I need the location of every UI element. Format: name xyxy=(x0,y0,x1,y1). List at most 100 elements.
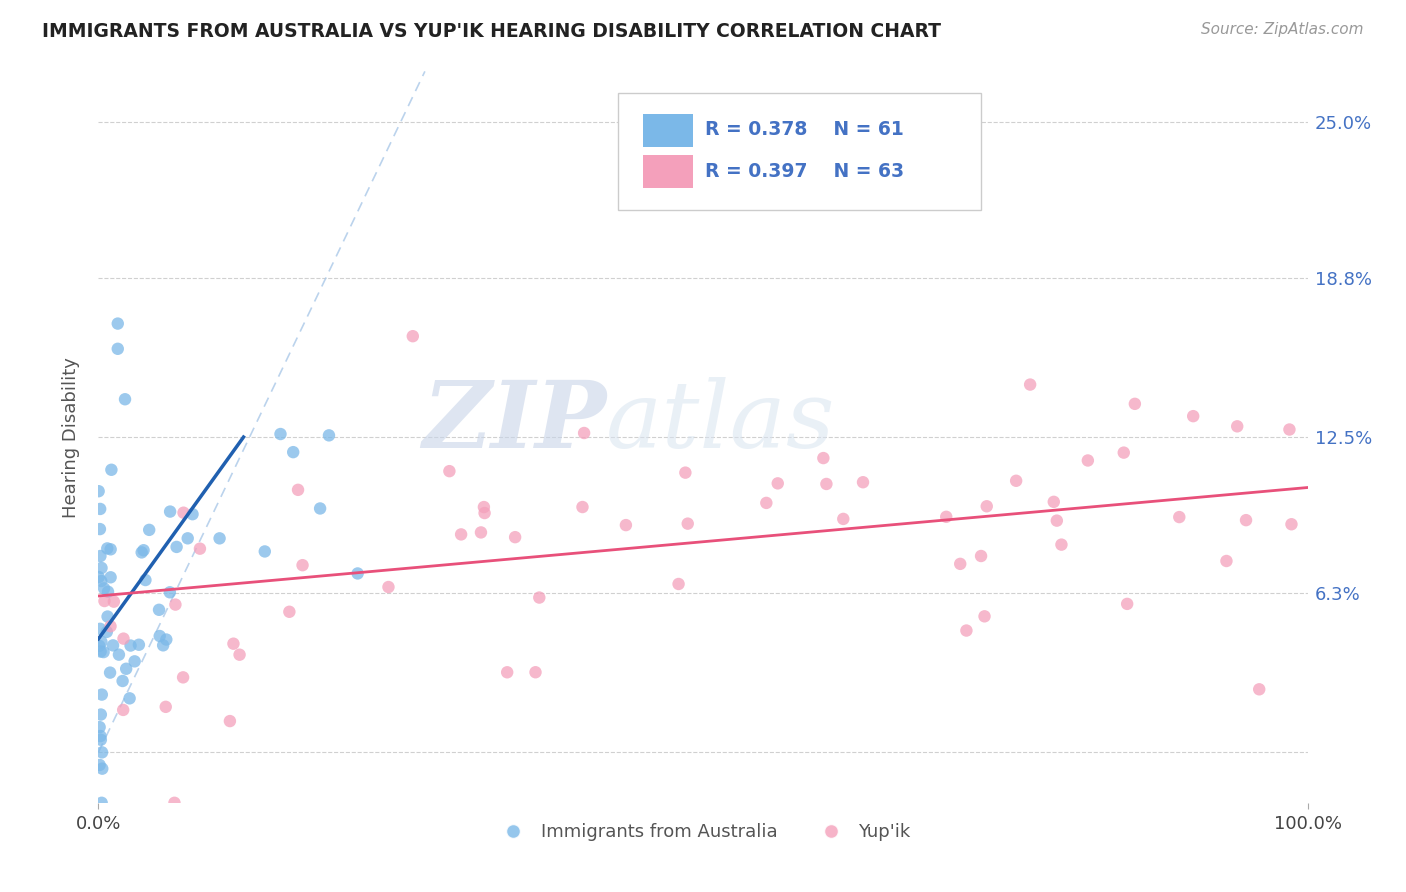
Point xyxy=(1116,597,1139,611)
Point xyxy=(1234,513,1257,527)
Point xyxy=(98,665,121,680)
Point xyxy=(529,591,551,605)
Point xyxy=(970,549,993,563)
Point xyxy=(1019,377,1042,392)
Point xyxy=(114,392,136,407)
Point xyxy=(155,632,177,647)
Point xyxy=(93,594,115,608)
Point xyxy=(107,317,129,331)
Point xyxy=(90,796,112,810)
Point xyxy=(89,639,111,653)
Point xyxy=(131,545,153,559)
Point xyxy=(755,496,778,510)
Text: IMMIGRANTS FROM AUSTRALIA VS YUP'IK HEARING DISABILITY CORRELATION CHART: IMMIGRANTS FROM AUSTRALIA VS YUP'IK HEAR… xyxy=(42,22,941,41)
Point xyxy=(87,570,110,584)
Point xyxy=(103,595,125,609)
Point xyxy=(973,609,995,624)
Point xyxy=(96,624,118,639)
Point xyxy=(120,639,142,653)
Point xyxy=(89,622,111,636)
FancyBboxPatch shape xyxy=(643,114,693,147)
Point xyxy=(89,549,111,563)
Point xyxy=(90,688,112,702)
Point xyxy=(90,732,112,747)
Point xyxy=(676,516,699,531)
Point xyxy=(1046,514,1069,528)
Point xyxy=(253,544,276,558)
Point xyxy=(132,543,155,558)
Point xyxy=(524,665,547,680)
Point xyxy=(90,561,112,575)
Point xyxy=(188,541,211,556)
Point xyxy=(222,637,245,651)
Point xyxy=(614,518,637,533)
Point xyxy=(87,484,110,499)
Point xyxy=(309,501,332,516)
Point xyxy=(503,530,526,544)
Point xyxy=(673,466,696,480)
FancyBboxPatch shape xyxy=(643,154,693,188)
Point xyxy=(93,582,115,596)
Point xyxy=(766,476,789,491)
Point xyxy=(208,532,231,546)
Point xyxy=(1123,397,1146,411)
Point xyxy=(115,662,138,676)
Point xyxy=(278,605,301,619)
Point xyxy=(134,573,156,587)
Point xyxy=(89,758,111,772)
Point xyxy=(100,619,122,633)
Text: ZIP: ZIP xyxy=(422,377,606,467)
Point xyxy=(181,507,204,521)
Point xyxy=(1112,445,1135,459)
Point xyxy=(149,629,172,643)
Point xyxy=(852,475,875,490)
Point xyxy=(89,522,111,536)
Point xyxy=(474,506,496,520)
Point xyxy=(112,703,135,717)
Point xyxy=(1050,538,1073,552)
Point xyxy=(91,745,114,759)
Point xyxy=(269,427,291,442)
Point xyxy=(90,707,112,722)
Point xyxy=(159,505,181,519)
Point xyxy=(377,580,399,594)
Point xyxy=(291,558,314,573)
Point xyxy=(949,557,972,571)
Point xyxy=(100,542,122,557)
Point xyxy=(108,648,131,662)
Point xyxy=(100,463,122,477)
Point xyxy=(128,638,150,652)
Text: atlas: atlas xyxy=(606,377,835,467)
Point xyxy=(159,585,181,599)
Point xyxy=(955,624,977,638)
Point xyxy=(96,541,118,556)
Point xyxy=(1281,517,1303,532)
Point xyxy=(472,500,495,514)
Point xyxy=(90,574,112,588)
Point xyxy=(111,673,134,688)
Point xyxy=(402,329,425,343)
Point xyxy=(90,635,112,649)
Point xyxy=(148,603,170,617)
Point xyxy=(496,665,519,680)
Point xyxy=(124,654,146,668)
Point xyxy=(97,584,120,599)
Point xyxy=(90,644,112,658)
Point xyxy=(813,451,835,466)
Point xyxy=(1278,423,1301,437)
Point xyxy=(91,762,114,776)
Point xyxy=(470,525,492,540)
Point xyxy=(100,570,122,584)
Point xyxy=(1005,474,1028,488)
Point xyxy=(89,720,111,734)
Point xyxy=(166,540,188,554)
Point xyxy=(173,506,195,520)
Text: R = 0.397    N = 63: R = 0.397 N = 63 xyxy=(706,162,904,181)
Point xyxy=(155,699,177,714)
Point xyxy=(346,566,368,581)
Point xyxy=(93,645,115,659)
Point xyxy=(101,639,124,653)
Y-axis label: Hearing Disability: Hearing Disability xyxy=(62,357,80,517)
Point xyxy=(283,445,305,459)
Point xyxy=(318,428,340,442)
